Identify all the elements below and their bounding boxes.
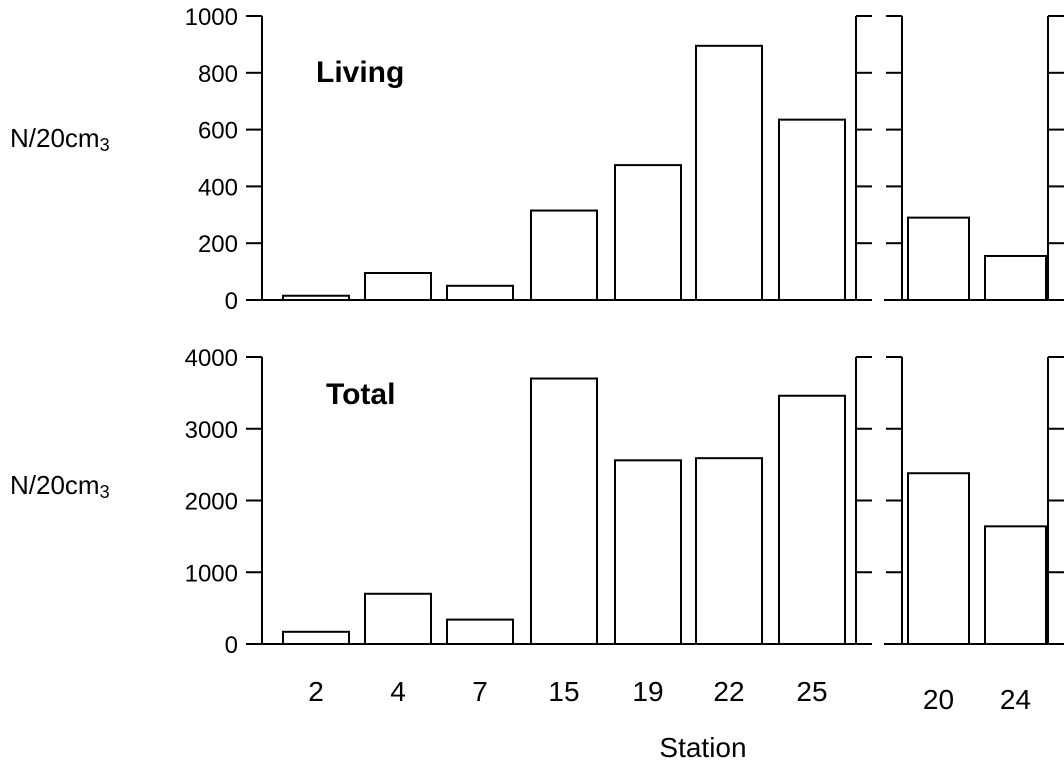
total-bar-station-22: [695, 457, 763, 646]
total-bar-station-25: [778, 394, 846, 645]
x-tick-label-station-7: 7: [472, 676, 488, 707]
living-title: Living: [316, 56, 404, 89]
total-y-axis-label-sup: 3: [100, 482, 110, 502]
total-y-axis-label-text: N/20cm: [10, 470, 100, 500]
x-tick-label-station-2: 2: [308, 676, 324, 707]
total-bar-station-24: [984, 525, 1047, 646]
living-y-tick-label: 0: [225, 288, 238, 315]
total-title: Total: [326, 378, 395, 411]
x-tick-label-station-24: 24: [1000, 684, 1031, 715]
total-bar-station-15: [530, 377, 598, 645]
living-y-tick-label: 200: [198, 231, 238, 258]
living-bar-station-4: [364, 272, 432, 301]
x-tick-label-station-19: 19: [632, 676, 663, 707]
total-bar-station-20: [907, 472, 970, 645]
total-bar-station-2: [282, 630, 350, 645]
x-tick-label-station-15: 15: [548, 676, 579, 707]
x-tick-label-station-22: 22: [713, 676, 744, 707]
total-bar-station-4: [364, 592, 432, 646]
living-bar-station-25: [778, 118, 846, 301]
living-y-axis-label-text: N/20cm: [10, 123, 100, 153]
living-bar-station-19: [614, 164, 682, 301]
total-y-tick-label: 3000: [185, 417, 238, 444]
total-bar-station-19: [614, 459, 682, 645]
living-bar-station-24: [984, 254, 1047, 301]
living-y-tick-label: 600: [198, 118, 238, 145]
living-panel: 0 200 400 600 800 1000: [185, 4, 1064, 315]
total-y-tick-label: 2000: [185, 489, 238, 516]
living-bar-station-7: [446, 284, 514, 301]
living-y-axis-label: N/20cm3: [10, 123, 110, 155]
living-y-axis-label-sup: 3: [100, 135, 110, 155]
x-tick-label-station-20: 20: [923, 684, 954, 715]
living-y-tick-label: 800: [198, 61, 238, 88]
total-bar-station-7: [446, 618, 514, 645]
total-y-tick-label: 1000: [185, 560, 238, 587]
x-axis-label: Station: [659, 732, 746, 763]
living-bar-station-22: [695, 44, 763, 301]
x-tick-label-station-25: 25: [796, 676, 827, 707]
x-tick-label-station-4: 4: [390, 676, 406, 707]
total-y-tick-label: 0: [225, 632, 238, 659]
living-bar-station-2: [282, 294, 350, 301]
total-y-tick-label: 4000: [185, 345, 238, 372]
living-bar-station-15: [530, 209, 598, 301]
living-y-tick-label: 1000: [185, 4, 238, 31]
living-y-tick-label: 400: [198, 174, 238, 201]
living-bar-station-20: [907, 216, 970, 301]
total-y-axis-label: N/20cm3: [10, 470, 110, 502]
